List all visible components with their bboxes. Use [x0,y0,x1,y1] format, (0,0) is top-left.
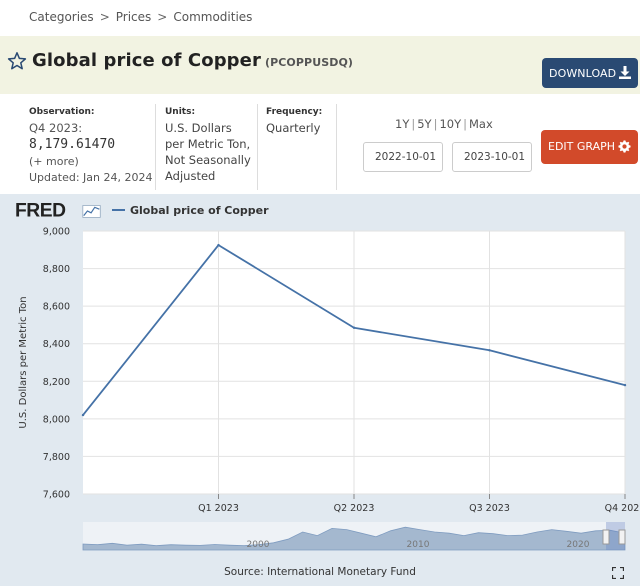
navigator-tick-label: 2020 [567,540,590,550]
frequency-block: Frequency: Quarterly [266,106,336,136]
breadcrumb-separator: > [99,10,110,24]
series-header: Global price of Copper (PCOPPUSDQ) DOWNLO… [0,36,640,94]
data-point [81,413,85,417]
data-point [623,383,627,387]
data-point [352,326,356,329]
download-label: DOWNLOAD [549,67,617,80]
fred-logo: FRED [15,201,101,222]
breadcrumb-categories[interactable]: Categories [29,10,94,24]
legend-swatch [112,209,125,211]
data-point [217,243,220,247]
series-title: Global price of Copper [32,50,261,71]
breadcrumb-separator: > [157,10,168,24]
breadcrumb-prices[interactable]: Prices [115,10,152,24]
fullscreen-icon[interactable] [612,567,624,579]
x-tick-label: Q3 2023 [469,503,510,514]
units-line: Not Seasonally [165,153,251,167]
chart-container: FRED Global price of Copper 7,600 7,800 8,… [0,194,640,586]
y-tick-label: 8,000 [43,414,70,425]
fred-chart-icon [82,205,101,218]
observation-date: Q4 2023: [29,121,83,135]
legend-label: Global price of Copper [130,204,269,217]
range-selector: 1Y | 5Y | 10Y | Max [395,117,493,131]
y-tick-label: 7,800 [43,452,70,463]
chart-source: Source: International Monetary Fund [224,566,416,578]
observation-block: Observation: Q4 2023: 8,179.61470 (+ mor… [29,106,154,186]
frequency-value: Quarterly [266,121,321,135]
navigator-handle-right[interactable] [618,529,626,545]
breadcrumb-commodities[interactable]: Commodities [173,10,253,24]
x-tick-label: Q4 2023 [605,503,640,514]
edit-graph-label: EDIT GRAPH [548,140,616,153]
more-observations-link[interactable]: (+ more) [29,155,79,168]
breadcrumb: Categories > Prices > Commodities [0,0,640,36]
units-line: per Metric Ton, [165,137,251,151]
updated-date: Updated: Jan 24, 2024 [29,171,153,184]
series-id: (PCOPPUSDQ) [264,56,354,69]
data-point [488,349,491,352]
y-tick-label: 8,800 [43,264,70,275]
range-max[interactable]: Max [468,117,493,131]
units-line: U.S. Dollars [165,121,232,135]
download-icon [619,66,631,79]
y-tick-label: 8,200 [43,377,70,388]
navigator-tick-label: 2000 [247,540,270,550]
observation-label: Observation: [29,107,95,117]
divider [257,104,258,190]
y-tick-label: 7,600 [43,490,70,501]
gear-icon [618,140,631,153]
navigator-history [82,526,626,551]
divider [336,104,337,190]
x-tick-label: Q1 2023 [198,503,239,514]
line-chart[interactable]: 7,600 7,800 8,000 8,200 8,400 8,600 8,800 9,000… [0,194,640,586]
frequency-label: Frequency: [266,107,323,117]
range-10y[interactable]: 10Y [439,117,462,131]
y-tick-label: 8,400 [43,339,70,350]
navigator-tick-label: 2010 [407,540,430,550]
y-tick-label: 8,600 [43,302,70,313]
navigator-handle-left[interactable] [602,529,610,545]
divider [155,104,156,190]
observation-value: 8,179.61470 [29,137,116,152]
chart-legend[interactable]: Global price of Copper [112,204,269,217]
series-meta: Observation: Q4 2023: 8,179.61470 (+ mor… [0,94,640,194]
fred-logo-text: FRED [15,201,66,222]
units-line: Adjusted [165,169,216,183]
page-title: Global price of Copper (PCOPPUSDQ) [32,50,353,71]
edit-graph-button[interactable]: EDIT GRAPH [541,130,638,164]
star-outline-icon[interactable] [7,51,27,71]
end-date-input[interactable]: 2023-10-01 [452,142,532,172]
units-label: Units: [165,107,196,117]
y-axis-label: U.S. Dollars per Metric Ton [18,296,29,428]
y-tick-label: 9,000 [43,227,70,238]
download-button[interactable]: DOWNLOAD [542,58,638,88]
start-date-input[interactable]: 2022-10-01 [363,142,443,172]
range-1y[interactable]: 1Y [395,117,410,131]
x-tick-label: Q2 2023 [334,503,375,514]
range-5y[interactable]: 5Y [417,117,432,131]
units-block: Units: U.S. Dollars per Metric Ton, Not … [165,106,255,184]
